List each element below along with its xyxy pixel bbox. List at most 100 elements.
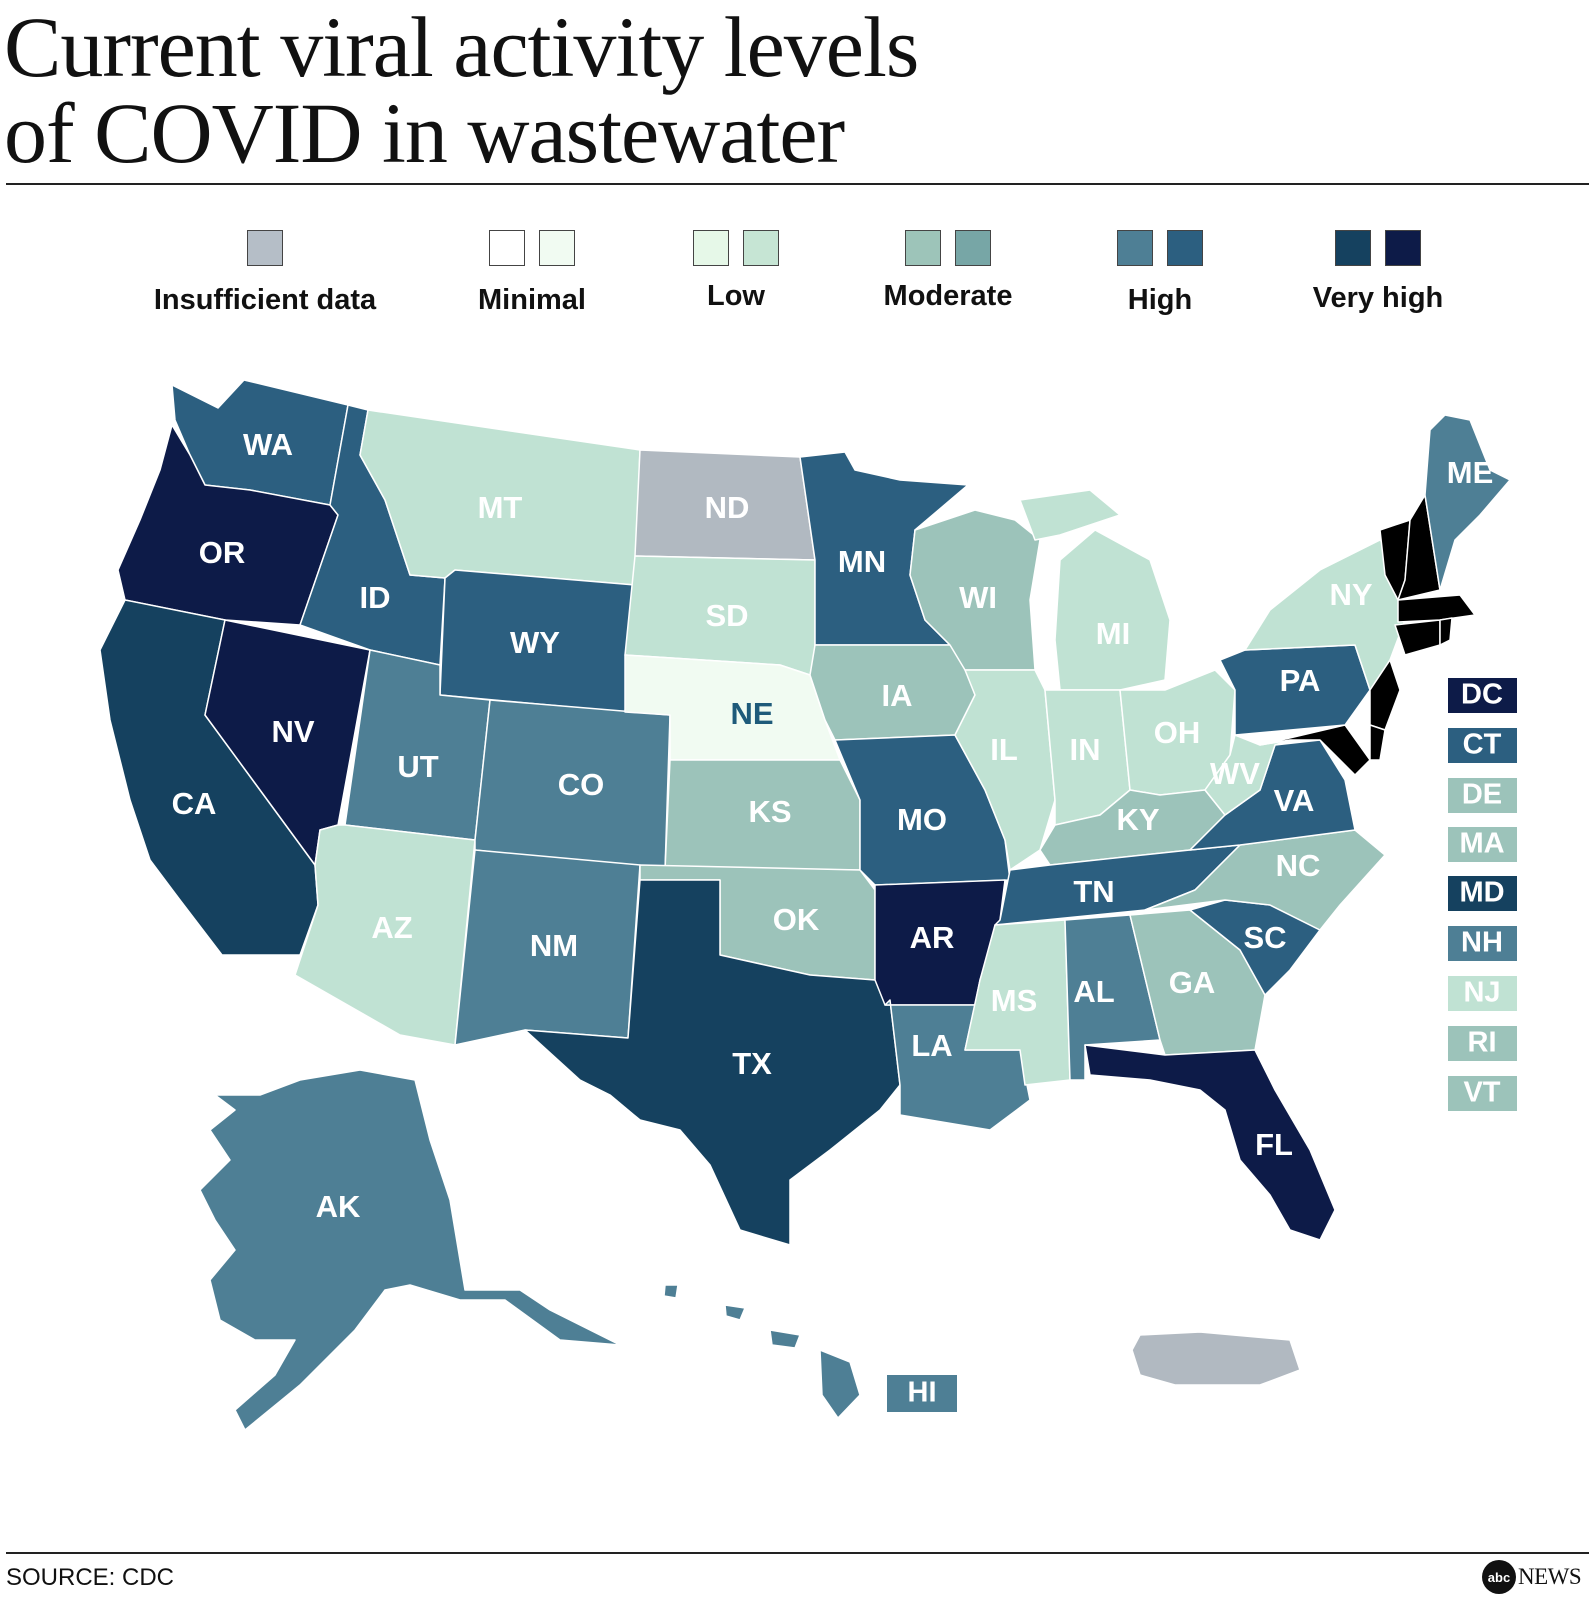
state-nc[interactable] [1144, 829, 1386, 931]
state-label: NY [1329, 577, 1372, 612]
top-divider [6, 183, 1589, 185]
legend-swatches [818, 230, 1078, 270]
state-label: SC [1243, 920, 1286, 955]
state-label: MO [897, 802, 947, 837]
abc-logo-mark: abc [1482, 1560, 1516, 1594]
state-nj[interactable] [1369, 659, 1401, 731]
state-label: VA [1274, 783, 1315, 818]
legend-swatches [606, 230, 866, 270]
state-label: UT [397, 749, 438, 784]
state-label: TN [1073, 874, 1114, 909]
state-label: FL [1255, 1127, 1293, 1162]
legend-swatch [1117, 230, 1153, 266]
legend-swatch [693, 230, 729, 266]
bottom-divider [6, 1552, 1589, 1554]
news-wordmark: NEWS [1518, 1564, 1582, 1589]
small-state-box-nj[interactable] [1448, 976, 1517, 1011]
small-state-box-de[interactable] [1448, 778, 1517, 813]
small-state-label: DE [1462, 779, 1502, 811]
state-label: TX [732, 1046, 772, 1081]
legend-swatch [539, 230, 575, 266]
source-note: SOURCE: CDC [6, 1564, 175, 1591]
small-state-label: CT [1463, 729, 1502, 761]
legend-label: Low [707, 280, 765, 312]
state-ma[interactable] [1397, 594, 1476, 623]
legend-swatches [1030, 230, 1290, 270]
state-ct[interactable] [1394, 619, 1441, 656]
legend-very-high: Very high [1248, 230, 1508, 330]
state-label: NV [271, 714, 314, 749]
state-label: SD [705, 598, 748, 633]
small-state-box-ri[interactable] [1448, 1026, 1517, 1061]
state-label: IN [1070, 732, 1101, 767]
state-label: PA [1280, 663, 1321, 698]
state-label: LA [911, 1028, 952, 1063]
state-label: OK [773, 902, 820, 937]
state-label: GA [1169, 965, 1216, 1000]
state-label: WA [243, 427, 293, 462]
small-state-label: VT [1463, 1077, 1500, 1109]
legend-minimal: Minimal [402, 230, 662, 330]
state-label: ID [360, 580, 391, 615]
legend-label: Minimal [478, 284, 586, 316]
hi-label: HI [908, 1377, 937, 1409]
state-label: NM [530, 928, 578, 963]
state-label: NE [730, 696, 773, 731]
state-label: AK [316, 1189, 361, 1224]
state-label: CO [558, 767, 605, 802]
state-label: OR [199, 535, 246, 570]
small-state-box-nh[interactable] [1448, 926, 1517, 961]
state-label: MN [838, 544, 886, 579]
legend-swatch [955, 230, 991, 266]
state-de[interactable] [1369, 724, 1386, 761]
state-nh[interactable] [1397, 494, 1441, 601]
state-ak[interactable] [199, 1069, 621, 1431]
state-label: WI [959, 580, 997, 615]
legend-swatches [135, 230, 395, 270]
state-label: CA [172, 786, 217, 821]
state-label: ND [705, 490, 750, 525]
small-state-box-ma[interactable] [1448, 827, 1517, 862]
small-state-label: MA [1459, 828, 1504, 860]
state-label: IL [990, 732, 1018, 767]
small-state-label: MD [1459, 877, 1504, 909]
state-label: MS [991, 983, 1038, 1018]
title-line-2: of COVID in wastewater [4, 85, 845, 181]
legend-high: High [1030, 230, 1290, 330]
legend-label: Insufficient data [153, 284, 377, 316]
small-state-label: NH [1461, 927, 1503, 959]
small-state-box-dc[interactable] [1448, 678, 1517, 713]
state-tx[interactable] [524, 879, 901, 1246]
small-state-box-vt[interactable] [1448, 1076, 1517, 1111]
small-state-box-ct[interactable] [1448, 728, 1517, 763]
legend-label: High [1127, 284, 1193, 316]
legend-swatch [905, 230, 941, 266]
state-fl[interactable] [1084, 1044, 1336, 1241]
title-line-1: Current viral activity levels [4, 0, 919, 95]
small-state-box-md[interactable] [1448, 876, 1517, 911]
legend-swatches [402, 230, 662, 270]
state-me[interactable] [1424, 414, 1511, 591]
legend-low: Low [606, 230, 866, 330]
state-label: MI [1096, 616, 1130, 651]
legend-swatches [1248, 230, 1508, 270]
hi-label-box [887, 1375, 957, 1412]
legend-label: Very high [1312, 282, 1444, 314]
abc-news-logo: abc NEWS [1482, 1560, 1582, 1594]
state-label: NC [1276, 848, 1321, 883]
state-label: OH [1154, 715, 1201, 750]
state-label: WV [1210, 756, 1260, 791]
state-hi[interactable] [663, 1284, 861, 1419]
state-label: ME [1447, 455, 1494, 490]
state-mi[interactable] [1019, 489, 1171, 691]
legend-swatch [1167, 230, 1203, 266]
state-ri[interactable] [1439, 617, 1453, 646]
legend-swatch [743, 230, 779, 266]
legend-swatch [247, 230, 283, 266]
state-label: KS [748, 794, 791, 829]
state-label: AL [1073, 974, 1114, 1009]
state-label: IA [882, 678, 913, 713]
state-label: MT [478, 490, 523, 525]
state-label: AR [910, 920, 955, 955]
